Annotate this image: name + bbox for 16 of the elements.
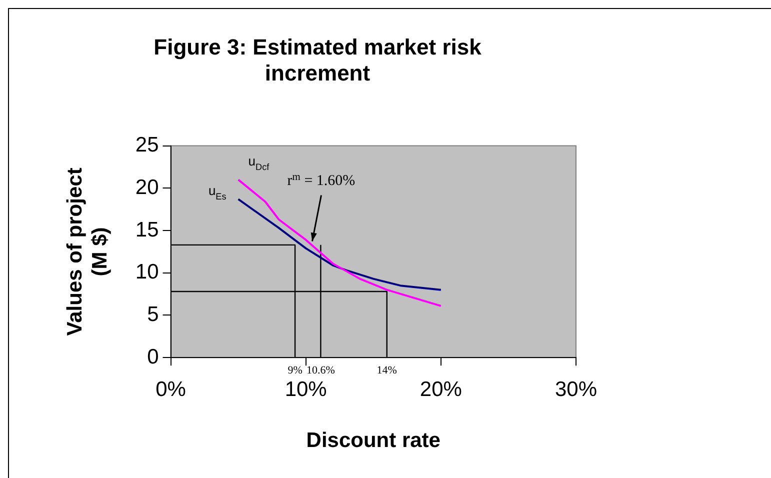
x-axis-title: Discount rate: [306, 429, 440, 452]
y-tick-label: 25: [135, 134, 159, 157]
text: 10.6%: [306, 364, 335, 377]
x-tick-label: 0%: [156, 378, 186, 401]
y-tick-label: 15: [135, 218, 159, 242]
x-tick-label: 20%: [420, 378, 462, 401]
x-tick-label: 10%: [284, 378, 327, 401]
x-tick-label: 30%: [554, 378, 598, 401]
text: 14%: [376, 364, 397, 377]
y-tick-label: 20: [135, 176, 159, 199]
chart-title: Figure 3: Estimated market risk increment: [154, 34, 482, 86]
y-tick-label: 0: [147, 345, 159, 368]
y-axis-title: Values of project (M $): [63, 168, 112, 336]
text: 9%: [288, 364, 302, 377]
y-tick-label: 5: [147, 303, 159, 326]
y-tick-label: 10: [135, 260, 159, 284]
